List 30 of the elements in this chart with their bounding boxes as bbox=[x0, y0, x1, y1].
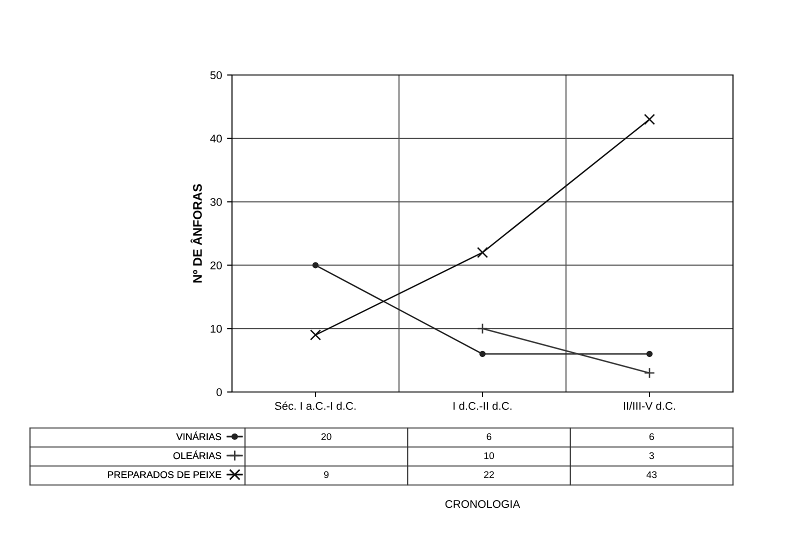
data-label: 10 bbox=[484, 452, 494, 460]
data-label: 6 bbox=[486, 433, 492, 440]
legend-label: OLEÁRIAS bbox=[173, 450, 222, 460]
y-tick-label: 20 bbox=[210, 261, 222, 270]
x-tick-label: II/III-V d.C. bbox=[624, 402, 676, 410]
point bbox=[644, 367, 656, 379]
point bbox=[476, 323, 488, 334]
data-label: 3 bbox=[649, 452, 654, 460]
data-label: 43 bbox=[646, 471, 657, 478]
point bbox=[476, 246, 488, 258]
point bbox=[312, 262, 319, 268]
text: CRONOLOGIA bbox=[445, 500, 520, 508]
data-label: 22 bbox=[484, 471, 494, 478]
data-label: 6 bbox=[649, 433, 654, 440]
y-tick-label: 0 bbox=[216, 388, 222, 396]
x-tick-label: Séc. I a.C.-I d.C. bbox=[274, 402, 356, 410]
data-label: 20 bbox=[321, 433, 332, 440]
point bbox=[479, 350, 486, 358]
legend-label: PREPARADOS DE PEIXE bbox=[108, 471, 222, 478]
legend-label: VINÁRIAS bbox=[176, 432, 222, 440]
point bbox=[310, 329, 322, 340]
point bbox=[646, 350, 653, 358]
point bbox=[644, 114, 656, 125]
y-axis-title: Nº DE ÂNFORAS bbox=[190, 184, 202, 283]
y-tick-label: 40 bbox=[210, 134, 222, 143]
y-tick-label: 30 bbox=[210, 198, 222, 206]
y-tick-label: 10 bbox=[210, 324, 222, 333]
y-tick-label: 50 bbox=[210, 71, 222, 80]
data-label: 9 bbox=[324, 471, 329, 478]
x-tick-label: I d.C.-II d.C. bbox=[454, 402, 512, 410]
